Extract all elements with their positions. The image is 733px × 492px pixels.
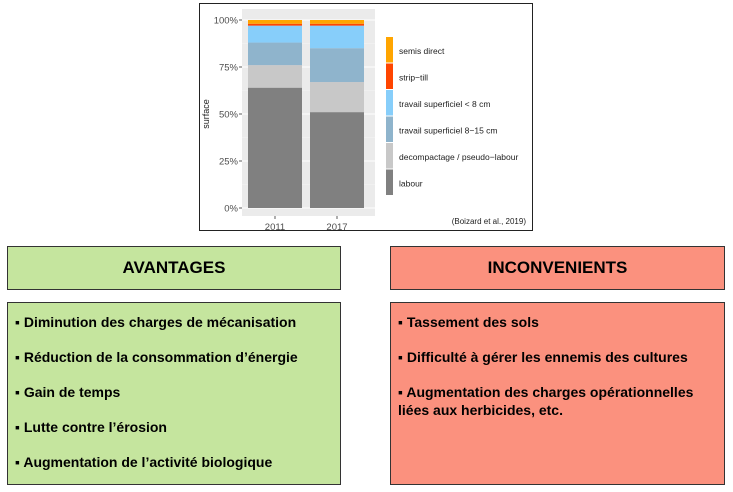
advantage-item: ▪ Diminution des charges de mécanisation [15,314,297,330]
y-tick-label: 0% [224,204,238,215]
source-annotation: (Boizard et al., 2019) [452,217,527,226]
legend-label: strip−till [399,72,428,82]
legend-key [386,143,393,169]
bar-segment [248,87,302,208]
bar-segment [248,25,302,43]
advantage-item: ▪ Réduction de la consommation d’énergie [15,349,298,365]
y-tick-label: 100% [214,16,239,27]
chart-frame: 0% 25% 50% 75% 100% surface 2011 2017 semis dire… [199,3,533,232]
bar-segment [310,25,364,49]
bar-segment [248,23,302,26]
inconvenient-item: ▪ Tassement des sols [398,314,539,330]
legend-key [386,90,393,116]
bar-segment [310,112,364,208]
bar-segment [310,48,364,83]
advantage-item: ▪ Gain de temps [15,384,121,400]
legend-key [386,37,393,63]
bar-segment [248,42,302,66]
inconvenients-list-box: ▪ Tassement des sols ▪ Difficulté à gére… [390,302,725,485]
y-tick-label: 25% [219,157,239,168]
legend-key [386,116,393,142]
advantage-item: ▪ Lutte contre l’érosion [15,419,167,435]
advantages-title: AVANTAGES [122,258,226,277]
bar-segment [310,82,364,113]
x-tick-label: 2011 [265,222,285,232]
advantages-list: ▪ Diminution des charges de mécanisation… [15,313,334,471]
y-axis-label: surface [201,99,211,129]
legend-label: travail superficiel < 8 cm [399,99,490,109]
advantages-list-box: ▪ Diminution des charges de mécanisation… [7,302,341,485]
bar-segment [310,23,364,26]
legend-key [386,169,393,195]
inconvenients-header: INCONVENIENTS [390,246,725,290]
bar-segment [248,20,302,24]
legend-label: semis direct [399,46,445,56]
legend-label: labour [399,178,423,188]
inconvenient-item: ▪ Augmentation des charges opérationnell… [398,384,694,418]
legend-label: travail superficiel 8−15 cm [399,125,498,135]
inconvenient-item: ▪ Difficulté à gérer les ennemis des cul… [398,349,688,365]
y-tick-label: 50% [219,110,239,121]
y-tick-label: 75% [219,63,239,74]
advantage-item: ▪ Augmentation de l’activité biologique [15,454,273,470]
bar-segment [310,20,364,24]
inconvenients-title: INCONVENIENTS [487,258,628,277]
legend-label: decompactage / pseudo−labour [399,152,518,162]
inconvenients-list: ▪ Tassement des sols ▪ Difficulté à gére… [398,313,718,419]
legend-key [386,63,393,89]
advantages-header: AVANTAGES [7,246,341,290]
stacked-bar-chart: 0% 25% 50% 75% 100% surface 2011 2017 semis dire… [201,9,527,232]
x-tick-label: 2017 [326,222,347,232]
bar-segment [248,65,302,88]
